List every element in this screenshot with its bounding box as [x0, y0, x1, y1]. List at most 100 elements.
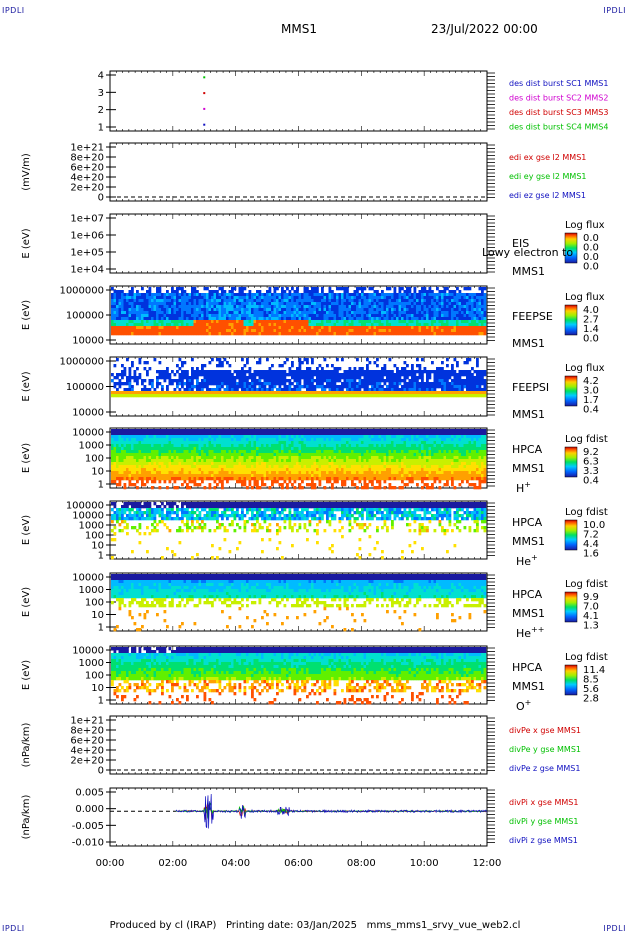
spectrogram-cell — [413, 329, 417, 333]
spectrogram-cell — [416, 320, 419, 324]
spectrogram-cell — [421, 290, 424, 294]
spectrogram-cell — [323, 323, 327, 327]
spectrogram-cell — [226, 376, 229, 380]
spectrogram-cell — [183, 373, 187, 377]
spectrogram-cell — [176, 364, 179, 368]
spectrogram-cell — [218, 361, 222, 365]
spectrogram-cell — [216, 373, 219, 377]
spectrogram-cell — [471, 293, 474, 297]
spectrogram-cell — [166, 385, 169, 389]
spectrogram-cell — [263, 299, 267, 303]
y-tick-label: 6e+20 — [70, 736, 104, 747]
spectrogram-cell — [363, 376, 367, 380]
spectrogram-cell — [383, 394, 387, 398]
spectrogram-cell — [413, 332, 417, 336]
spectrogram-cell — [363, 308, 367, 312]
spectrogram-cell — [168, 382, 172, 386]
spectrogram-cell — [286, 299, 289, 303]
spectrogram-cell — [148, 290, 152, 294]
spectrogram-cell — [191, 290, 194, 294]
spectrogram-cell — [473, 317, 477, 321]
spectrogram-cell — [313, 311, 317, 315]
spectrogram-cell — [116, 296, 119, 300]
spectrogram-cell — [231, 302, 234, 306]
spectrogram-cell — [388, 287, 392, 291]
spectrogram-cell — [388, 376, 392, 380]
spectrogram-cell — [251, 305, 254, 309]
spectrogram-cell — [388, 305, 392, 309]
spectrogram-cell — [146, 370, 149, 374]
spectrogram-cell — [333, 329, 337, 333]
spectrogram-cell — [223, 293, 227, 297]
spectrogram-cell — [473, 314, 477, 318]
spectrogram-cell — [338, 287, 342, 291]
spectrogram-cell — [198, 382, 202, 386]
spectrogram-cell — [251, 376, 254, 380]
spectrogram-cell — [451, 320, 454, 324]
spectrogram-cell — [298, 385, 302, 389]
spectrogram-cell — [163, 311, 167, 315]
spectrogram-cell — [153, 326, 157, 330]
spectrogram-cell — [188, 293, 192, 297]
spectrogram-cell — [176, 391, 179, 395]
spectrogram-cell — [303, 332, 307, 336]
spectrogram-cell — [373, 370, 377, 374]
spectrogram-cell — [181, 385, 184, 389]
spectrogram-cell — [366, 332, 369, 336]
spectrogram-cell — [391, 382, 394, 386]
spectrogram-cell — [293, 311, 297, 315]
spectrogram-cell — [383, 388, 387, 392]
spectrogram-cell — [216, 308, 219, 312]
y-tick-label: 0 — [98, 193, 104, 204]
y-tick-label: 1000000 — [59, 286, 104, 297]
spectrogram-cell — [291, 317, 294, 321]
spectrogram-cell — [221, 376, 224, 380]
spectrogram-cell — [233, 394, 237, 398]
spectrogram-cell — [283, 329, 287, 333]
spectrogram-cell — [441, 311, 444, 315]
spectrogram-cell — [311, 332, 314, 336]
spectrogram-cell — [201, 320, 204, 324]
spectrogram-cell — [418, 317, 422, 321]
spectrogram-cell — [181, 287, 184, 291]
spectrogram-cell — [356, 311, 359, 315]
spectrogram-cell — [111, 302, 114, 306]
spectrogram-cell — [406, 299, 409, 303]
spectrogram-cell — [161, 296, 164, 300]
spectrogram-cell — [151, 394, 154, 398]
spectrogram-cell — [228, 302, 232, 306]
spectrogram-cell — [201, 311, 204, 315]
spectrogram-cell — [343, 385, 347, 389]
spectrogram-cell — [146, 302, 149, 306]
spectrogram-cell — [436, 311, 439, 315]
spectrogram-cell — [216, 329, 219, 333]
spectrogram-cell — [268, 302, 272, 306]
spectrogram-cell — [453, 323, 457, 327]
spectrogram-cell — [263, 391, 267, 395]
spectrogram-cell — [136, 296, 139, 300]
spectrogram-cell — [268, 326, 272, 330]
spectrogram-cell — [126, 320, 129, 324]
spectrogram-cell — [378, 317, 382, 321]
spectrogram-cell — [211, 379, 214, 383]
spectrogram-cell — [233, 308, 237, 312]
spectrogram-cell — [216, 376, 219, 380]
spectrogram-cell — [203, 296, 207, 300]
spectrogram-cell — [226, 394, 229, 398]
spectrogram-cell — [341, 373, 344, 377]
spectrogram-cell — [308, 379, 312, 383]
spectrogram-cell — [358, 293, 362, 297]
spectrogram-cell — [248, 308, 252, 312]
spectrogram-cell — [156, 293, 159, 297]
spectrogram-cell — [201, 379, 204, 383]
spectrogram-cell — [433, 323, 437, 327]
spectrogram-cell — [211, 317, 214, 321]
spectrogram-cell — [288, 367, 292, 371]
spectrogram-cell — [258, 296, 262, 300]
spectrogram-cell — [336, 329, 339, 333]
spectrogram-cell — [296, 329, 299, 333]
spectrogram-cell — [143, 317, 147, 321]
spectrogram-cell — [251, 382, 254, 386]
spectrogram-cell — [206, 329, 209, 333]
spectrogram-cell — [448, 299, 452, 303]
